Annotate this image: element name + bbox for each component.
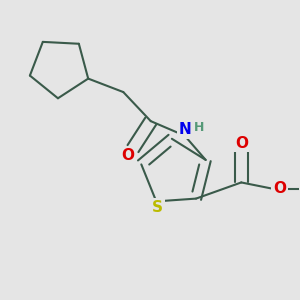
Text: S: S <box>152 200 164 215</box>
Text: O: O <box>235 136 248 151</box>
Text: N: N <box>178 122 191 137</box>
Text: H: H <box>194 121 204 134</box>
Text: O: O <box>273 182 286 196</box>
Text: O: O <box>122 148 135 163</box>
